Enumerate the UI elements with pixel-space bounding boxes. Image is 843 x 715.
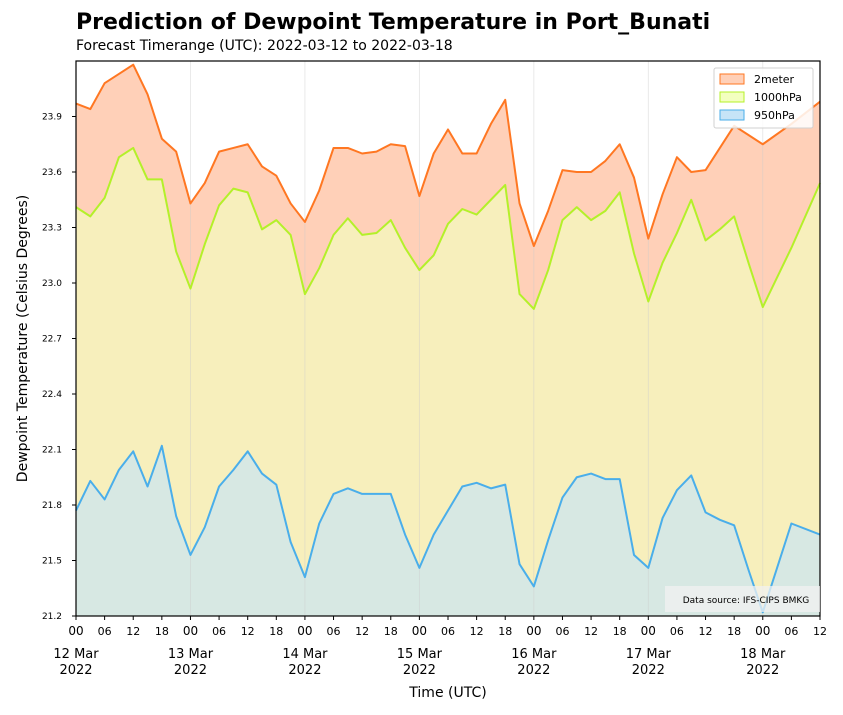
x-day-label: 16 Mar	[511, 647, 557, 662]
area-fill-950hpa	[76, 445, 820, 616]
y-tick-label: 21.8	[42, 501, 62, 511]
x-tick-label: 18	[498, 625, 512, 638]
x-tick-label: 06	[327, 625, 341, 638]
y-tick-label: 22.4	[42, 390, 62, 400]
x-tick-label: 06	[555, 625, 569, 638]
x-tick-label: 12	[470, 625, 484, 638]
x-tick-label: 06	[98, 625, 112, 638]
x-day-label: 18 Mar	[740, 647, 786, 662]
x-year-label: 2022	[174, 663, 207, 678]
x-tick-label: 00	[183, 624, 198, 638]
x-day-label: 14 Mar	[282, 647, 328, 662]
y-tick-label: 23.3	[42, 224, 62, 234]
legend-label-950hpa: 950hPa	[754, 109, 795, 122]
y-axis-label: Dewpoint Temperature (Celsius Degrees)	[15, 195, 31, 482]
x-year-label: 2022	[632, 663, 665, 678]
legend-swatch-950hpa	[719, 109, 745, 121]
legend-label-2meter: 2meter	[754, 73, 795, 86]
x-tick-label: 00	[68, 624, 83, 638]
x-tick-label: 06	[441, 625, 455, 638]
legend-swatch-1000hpa	[719, 91, 745, 103]
x-axis-label: Time (UTC)	[408, 685, 486, 701]
x-tick-label: 12	[241, 625, 255, 638]
x-tick-label: 00	[641, 624, 656, 638]
series-line-950hpa	[75, 444, 821, 614]
y-tick-label: 21.5	[42, 557, 62, 567]
x-tick-label: 00	[755, 624, 770, 638]
legend-label-1000hpa: 1000hPa	[754, 91, 802, 104]
x-day-label: 12 Mar	[53, 647, 99, 662]
x-tick-label: 00	[526, 624, 541, 638]
x-tick-label: 18	[155, 625, 169, 638]
y-tick-label: 23.9	[42, 113, 62, 123]
x-tick-label: 18	[613, 625, 627, 638]
y-tick-label: 23.6	[42, 168, 62, 178]
x-tick-label: 06	[212, 625, 226, 638]
x-tick-label: 18	[384, 625, 398, 638]
x-tick-label: 06	[784, 625, 798, 638]
annotation-box	[665, 586, 820, 612]
x-year-label: 2022	[403, 663, 436, 678]
x-day-label: 15 Mar	[397, 647, 443, 662]
x-tick-label: 12	[584, 625, 598, 638]
y-tick-label: 22.7	[42, 335, 62, 345]
x-tick-label: 12	[126, 625, 140, 638]
chart-title: Prediction of Dewpoint Temperature in Po…	[76, 10, 711, 35]
x-tick-label: 18	[727, 625, 741, 638]
chart-subtitle: Forecast Timerange (UTC): 2022-03-12 to …	[76, 38, 453, 54]
y-tick-label: 23.0	[42, 279, 62, 289]
series-line-1000hpa	[75, 146, 821, 310]
y-tick-label: 22.1	[42, 446, 62, 456]
x-tick-label: 12	[813, 625, 827, 638]
x-day-label: 13 Mar	[168, 647, 214, 662]
x-year-label: 2022	[746, 663, 779, 678]
x-year-label: 2022	[59, 663, 92, 678]
x-tick-label: 00	[297, 624, 312, 638]
data-source-annotation: Data source: IFS-CIPS BMKG	[683, 596, 810, 606]
legend-swatch-2meter	[719, 73, 745, 85]
y-tick-label: 21.2	[42, 612, 62, 622]
x-year-label: 2022	[288, 663, 321, 678]
x-year-label: 2022	[517, 663, 550, 678]
x-day-label: 17 Mar	[626, 647, 672, 662]
x-tick-label: 06	[670, 625, 684, 638]
x-tick-label: 12	[355, 625, 369, 638]
x-tick-label: 00	[412, 624, 427, 638]
x-tick-label: 12	[699, 625, 713, 638]
series-line-2meter	[75, 63, 821, 247]
x-tick-label: 18	[269, 625, 283, 638]
